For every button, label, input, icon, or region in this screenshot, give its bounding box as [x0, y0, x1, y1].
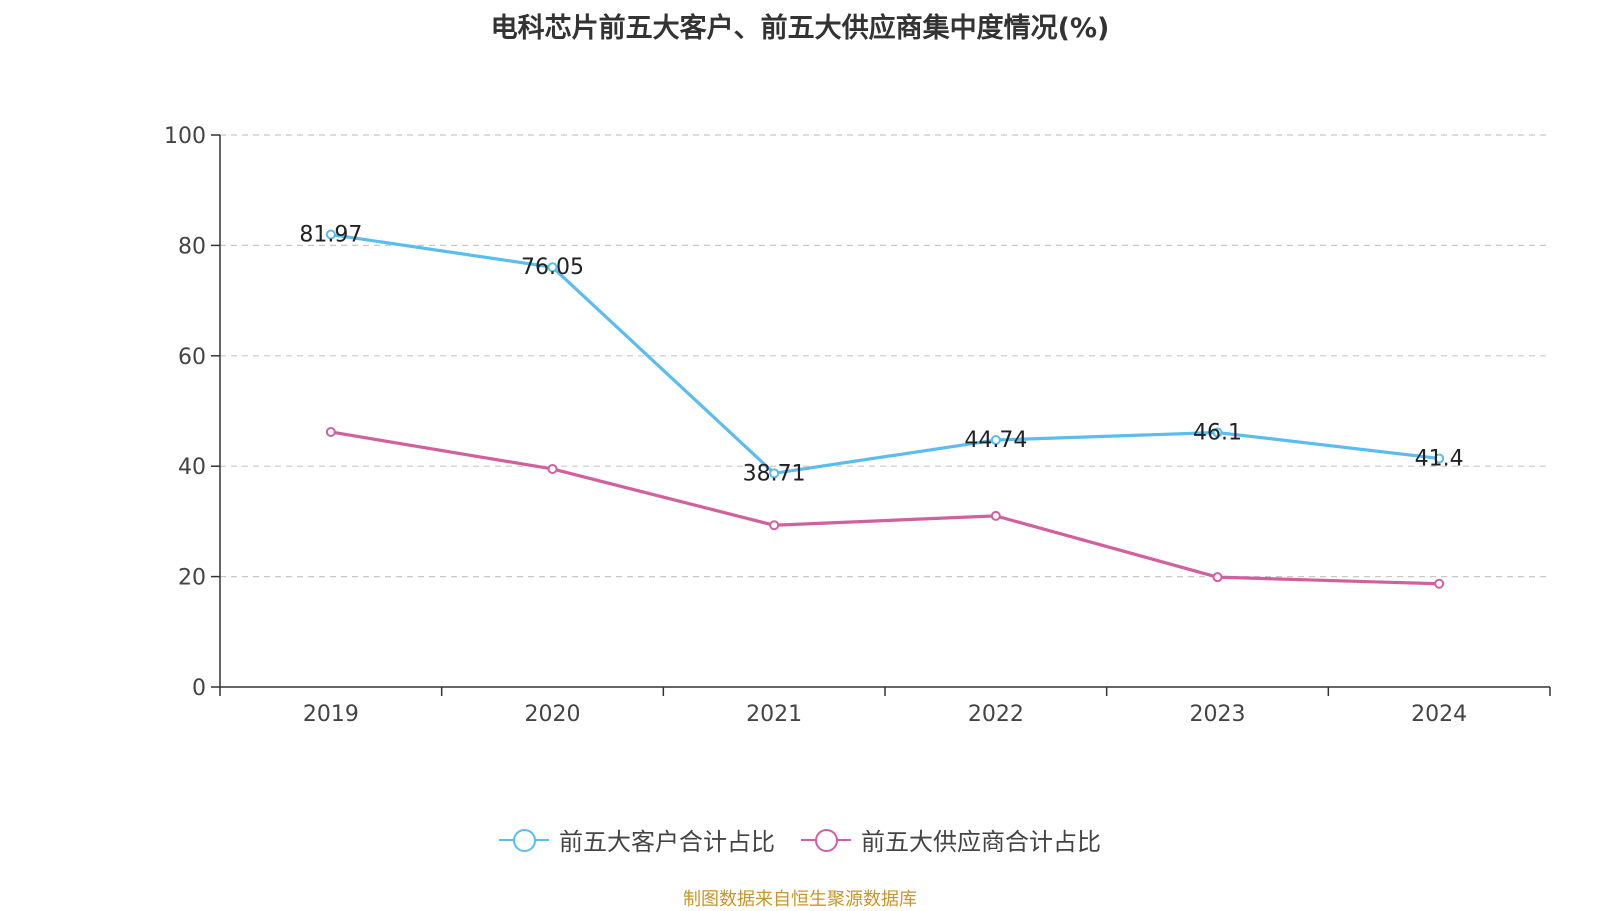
legend-label-suppliers: 前五大供应商合计占比: [861, 828, 1101, 856]
grid-lines: [220, 134, 1550, 578]
series-point-1: [1212, 572, 1223, 583]
y-tick-label: 20: [178, 566, 206, 591]
data-label: 38.71: [743, 461, 806, 486]
legend: 前五大客户合计占比 前五大供应商合计占比: [0, 822, 1600, 857]
series-point-0: [1434, 453, 1445, 464]
data-labels: 81.97 76.05 38.71 44.74 46.1 41.4: [299, 223, 1463, 487]
series-line-0: [330, 232, 1440, 475]
x-tick-label: 2019: [303, 702, 359, 727]
y-tick-label: 60: [178, 345, 206, 370]
series: [325, 229, 1445, 589]
series-point-1: [547, 463, 558, 474]
series-point-1: [769, 520, 780, 531]
y-tick-label: 40: [178, 455, 206, 480]
series-point-1: [990, 510, 1001, 521]
legend-label-customers: 前五大客户合计占比: [559, 828, 775, 856]
x-tick-label: 2021: [746, 702, 802, 727]
data-label: 46.1: [1193, 421, 1242, 446]
chart-title: 电科芯片前五大客户、前五大供应商集中度情况(%): [490, 13, 1110, 44]
y-tick-label: 0: [192, 676, 206, 701]
series-point-0: [325, 229, 336, 240]
data-label: 76.05: [521, 255, 584, 280]
axes: 0 20 40 60 80 100 2019 2020 2021 2022 2023 2024: [164, 124, 1551, 727]
legend-item-customers[interactable]: 前五大客户合计占比: [499, 822, 775, 857]
series-point-0: [990, 435, 1001, 446]
x-tick-label: 2022: [968, 702, 1024, 727]
y-tick-label: 100: [164, 124, 206, 149]
legend-item-suppliers[interactable]: 前五大供应商合计占比: [801, 822, 1101, 857]
legend-marker-suppliers-icon: [801, 827, 851, 853]
x-tick-label: 2023: [1190, 702, 1246, 727]
data-label: 41.4: [1415, 446, 1464, 471]
line-chart: 0 20 40 60 80 100 2019 2020 2021 2022 2023 2024 81.…: [164, 124, 1551, 727]
source-note: 制图数据来自恒生聚源数据库: [683, 889, 917, 910]
data-label: 81.97: [299, 223, 362, 248]
series-point-0: [769, 468, 780, 479]
legend-marker-customers-icon: [499, 827, 549, 853]
series-point-0: [1212, 427, 1223, 438]
series-point-1: [325, 426, 336, 437]
series-line-1: [330, 430, 1440, 586]
series-point-0: [547, 262, 558, 273]
series-point-1: [1434, 578, 1445, 589]
x-tick-label: 2020: [525, 702, 581, 727]
data-label: 44.74: [964, 428, 1027, 453]
x-tick-label: 2024: [1411, 702, 1467, 727]
y-tick-label: 80: [178, 234, 206, 259]
